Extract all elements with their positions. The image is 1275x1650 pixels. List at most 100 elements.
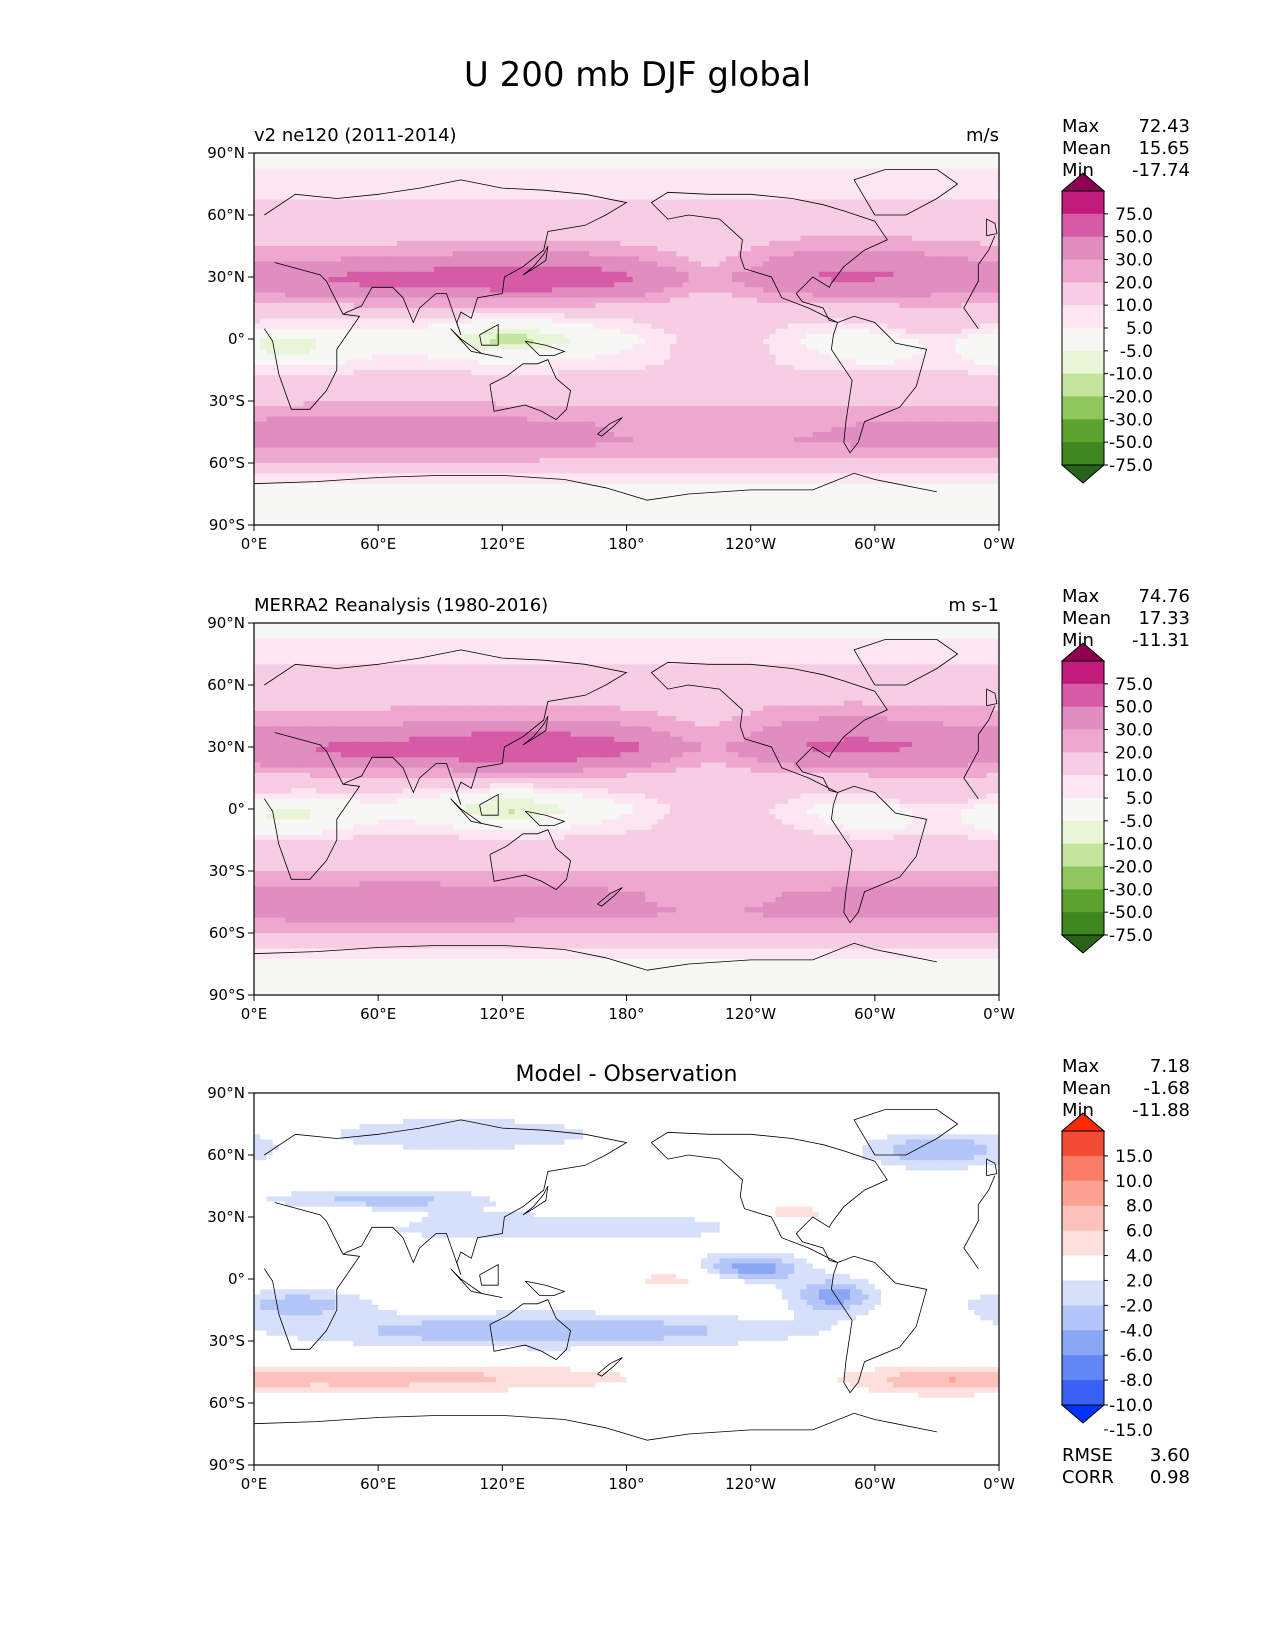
colorbar-segment [1062, 1131, 1104, 1157]
lat-tick-label: 30°N [207, 268, 245, 286]
coastline [489, 829, 572, 891]
colorbar-label: 15.0 [1115, 1147, 1153, 1167]
colorbar-segment [1062, 1255, 1104, 1281]
lon-tick-label: 120°W [725, 1475, 776, 1493]
colorbar-segment [1062, 191, 1104, 215]
colorbar-segment [1062, 259, 1104, 283]
colorbar-label: 8.0 [1126, 1197, 1153, 1217]
colorbar-segment [1062, 661, 1104, 685]
lat-tick-label: 90°S [209, 986, 245, 1004]
stat-key: Min [1062, 160, 1094, 181]
colorbar-label: -4.0 [1120, 1321, 1153, 1341]
colorbar-label: -75.0 [1109, 926, 1153, 946]
stat-key: RMSE [1062, 1445, 1113, 1466]
colorbar-segment [1062, 775, 1104, 799]
lat-tick-label: 60°N [207, 206, 245, 224]
lat-tick-label: 30°S [209, 1332, 245, 1350]
colorbar-label: 75.0 [1115, 205, 1153, 225]
panel-units: m s-1 [948, 595, 999, 616]
coastline [489, 359, 572, 421]
colorbar-extend-bottom [1060, 464, 1106, 484]
colorbar-segment [1062, 1230, 1104, 1257]
panel-units: m/s [966, 125, 999, 146]
lon-tick-label: 0°E [241, 1475, 268, 1493]
lon-tick-label: 0°E [241, 1005, 268, 1023]
map-panel-1: 75.0 50.0 30.020.0 10.0 5.0 -5.0 -10.0 -20.0-30… [207, 595, 1153, 1023]
colorbar-segment [1062, 1330, 1104, 1356]
colorbar-label: 20.0 [1115, 273, 1153, 293]
lon-tick-label: 60°W [854, 535, 896, 553]
colorbar-segment [1062, 752, 1104, 776]
colorbar-segment [1062, 843, 1104, 867]
colorbar-segment [1062, 328, 1104, 352]
lon-tick-label: 120°E [480, 1005, 526, 1023]
stat-value: 72.43 [1138, 116, 1190, 137]
colorbar-label: 10.0 [1115, 296, 1153, 316]
contour-field [254, 1093, 999, 1465]
colorbar-label: -75.0 [1109, 456, 1153, 476]
lon-tick-label: 60°E [360, 535, 396, 553]
coastline [254, 472, 937, 501]
coastline [479, 323, 499, 346]
coastline [830, 785, 928, 924]
colorbar-label: 5.0 [1126, 319, 1153, 339]
lon-tick-label: 180° [608, 1475, 644, 1493]
coastline [522, 715, 549, 746]
stat-key: Max [1062, 116, 1099, 137]
coastline [479, 1263, 499, 1286]
colorbar-label: -6.0 [1120, 1346, 1153, 1366]
colorbar-label: -30.0 [1109, 880, 1153, 900]
colorbar-segment [1062, 1280, 1104, 1306]
coastline [450, 328, 503, 358]
coastline [651, 661, 888, 793]
colorbar-label: -50.0 [1109, 903, 1153, 923]
lat-tick-label: 30°N [207, 1208, 245, 1226]
coastline [524, 810, 566, 826]
stats-block-model: Max 72.43 Mean 15.65 Min -17.74 [1062, 116, 1190, 186]
colorbar-label: 30.0 [1115, 721, 1153, 741]
colorbar-label: 20.0 [1115, 743, 1153, 763]
coastline [264, 1119, 996, 1276]
lat-tick-label: 90°N [207, 144, 245, 162]
lat-tick-label: 60°S [209, 454, 245, 472]
colorbar-segment [1062, 396, 1104, 420]
lat-tick-label: 60°S [209, 1394, 245, 1412]
colorbar-label: 50.0 [1115, 698, 1153, 718]
lon-tick-label: 180° [608, 535, 644, 553]
colorbar-segment [1062, 442, 1104, 466]
coastline [263, 262, 979, 410]
coastline [853, 169, 959, 216]
colorbar-segment [1062, 1380, 1104, 1406]
coastline [479, 793, 499, 816]
lat-tick-label: 90°S [209, 516, 245, 534]
coastline [651, 1131, 888, 1263]
colorbar-segment [1062, 706, 1104, 730]
colorbar-label: -20.0 [1109, 388, 1153, 408]
lat-tick-label: 90°S [209, 1456, 245, 1474]
lat-tick-label: 90°N [207, 614, 245, 632]
panel-left-title: MERRA2 Reanalysis (1980-2016) [254, 595, 548, 616]
lat-tick-label: 90°N [207, 1084, 245, 1102]
coastline [597, 1357, 623, 1377]
colorbar-segment [1062, 729, 1104, 753]
colorbar-label: -8.0 [1120, 1371, 1153, 1391]
colorbar-extend-bottom [1060, 934, 1106, 954]
colorbar-segment [1062, 683, 1104, 708]
colorbar-label: 10.0 [1115, 766, 1153, 786]
stat-key: CORR [1062, 1467, 1114, 1488]
colorbar-segment [1062, 889, 1104, 913]
lat-tick-label: 0° [228, 330, 245, 348]
colorbar-label: -10.0 [1109, 835, 1153, 855]
colorbar-segment [1062, 350, 1104, 375]
colorbar-label: -10.0 [1109, 365, 1153, 385]
lon-tick-label: 0°W [983, 1475, 1015, 1493]
panel-center-title: Model - Observation [516, 1062, 738, 1087]
colorbar-label: 5.0 [1126, 789, 1153, 809]
colorbar-label: -2.0 [1120, 1296, 1153, 1316]
colorbar-segment [1062, 305, 1104, 329]
lat-tick-label: 60°N [207, 676, 245, 694]
lon-tick-label: 0°E [241, 535, 268, 553]
stat-value: -11.88 [1132, 1100, 1190, 1121]
coastline [524, 1280, 566, 1296]
stats-block-obs: Max 74.76 Mean 17.33 Min -11.31 [1062, 586, 1190, 656]
